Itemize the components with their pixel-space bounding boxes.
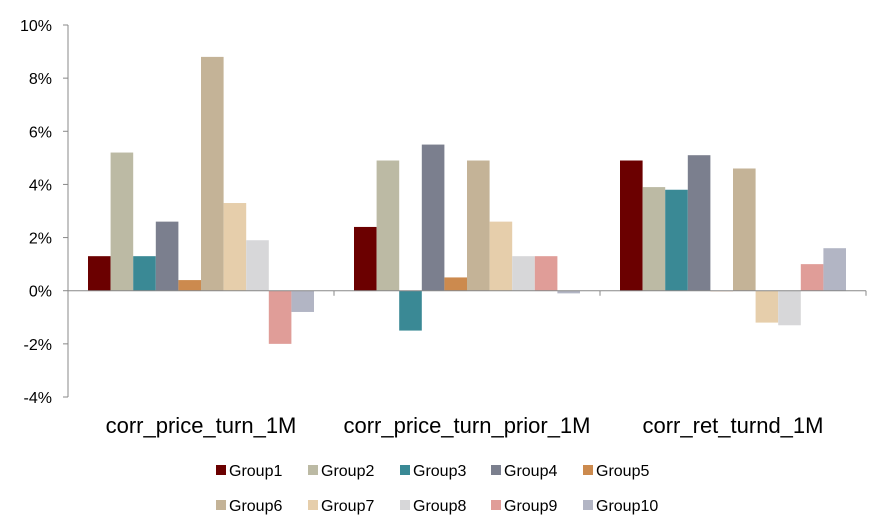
legend-label: Group5 — [596, 463, 649, 480]
bar-group1-1 — [88, 256, 111, 291]
y-tick-label: -4% — [24, 390, 52, 407]
bar-group4-1 — [155, 221, 179, 291]
y-tick-label: 2% — [29, 231, 52, 248]
y-tick-label: 10% — [20, 18, 52, 35]
legend-swatch-group2 — [308, 465, 318, 475]
legend-swatch-group7 — [308, 500, 318, 510]
bar-group4-2 — [421, 144, 445, 291]
legend-label: Group6 — [229, 498, 282, 515]
y-axis-tick-labels: 10% 8% 6% 4% 2% 0% -2% -4% — [20, 18, 52, 407]
bar-group9-1 — [268, 290, 292, 344]
bar-group8-3 — [778, 290, 801, 326]
bar-group3-3 — [665, 189, 688, 291]
category-label: corr_ret_turnd_1M — [643, 413, 824, 438]
bars-layer — [88, 56, 846, 344]
category-labels: corr_price_turn_1M corr_price_turn_prior… — [106, 413, 824, 438]
legend-swatch-group8 — [400, 500, 410, 510]
legend-label: Group10 — [596, 498, 658, 515]
legend-label: Group7 — [321, 498, 374, 515]
y-tick-label: 4% — [29, 177, 52, 194]
bar-group10-2 — [557, 290, 580, 294]
legend-label: Group9 — [504, 498, 557, 515]
bar-group5-2 — [444, 277, 467, 291]
bar-group6-2 — [467, 160, 490, 291]
bar-group2-2 — [376, 160, 400, 291]
legend-swatch-group3 — [400, 465, 410, 475]
category-label: corr_price_turn_1M — [106, 413, 297, 438]
y-tick-label: 8% — [29, 71, 52, 88]
bar-group6-1 — [201, 56, 224, 291]
bar-group6-3 — [733, 168, 756, 291]
bar-group8-1 — [246, 240, 269, 291]
legend-swatch-group4 — [491, 465, 501, 475]
bar-group1-3 — [620, 160, 643, 291]
bar-group7-1 — [223, 203, 247, 291]
bar-group2-1 — [110, 152, 134, 291]
bar-group2-3 — [642, 187, 666, 291]
legend-label: Group8 — [413, 498, 466, 515]
x-axis-ticks — [63, 24, 867, 398]
y-tick-label: -2% — [24, 337, 52, 354]
bar-group7-2 — [489, 221, 513, 291]
category-label: corr_price_turn_prior_1M — [344, 413, 591, 438]
legend-swatch-group9 — [491, 500, 501, 510]
legend-label: Group4 — [504, 463, 557, 480]
legend-swatch-group10 — [583, 500, 593, 510]
bar-group8-2 — [512, 256, 535, 291]
legend: Group1 Group2 Group3 Group4 Group5 Group… — [216, 463, 658, 515]
bar-group9-2 — [534, 256, 558, 291]
bar-group10-1 — [291, 290, 314, 312]
legend-swatch-group5 — [583, 465, 593, 475]
bar-group9-3 — [800, 264, 824, 291]
bar-group3-1 — [133, 256, 156, 291]
legend-label: Group3 — [413, 463, 466, 480]
y-tick-label: 0% — [29, 284, 52, 301]
bar-group5-1 — [178, 280, 201, 291]
y-tick-label: 6% — [29, 124, 52, 141]
legend-swatch-group1 — [216, 465, 226, 475]
legend-swatch-group6 — [216, 500, 226, 510]
bar-group10-3 — [823, 248, 846, 291]
bar-group4-3 — [687, 155, 711, 291]
bar-group3-2 — [399, 290, 422, 331]
bar-group7-3 — [755, 290, 779, 323]
bar-group1-2 — [354, 226, 377, 291]
legend-label: Group1 — [229, 463, 282, 480]
legend-label: Group2 — [321, 463, 374, 480]
